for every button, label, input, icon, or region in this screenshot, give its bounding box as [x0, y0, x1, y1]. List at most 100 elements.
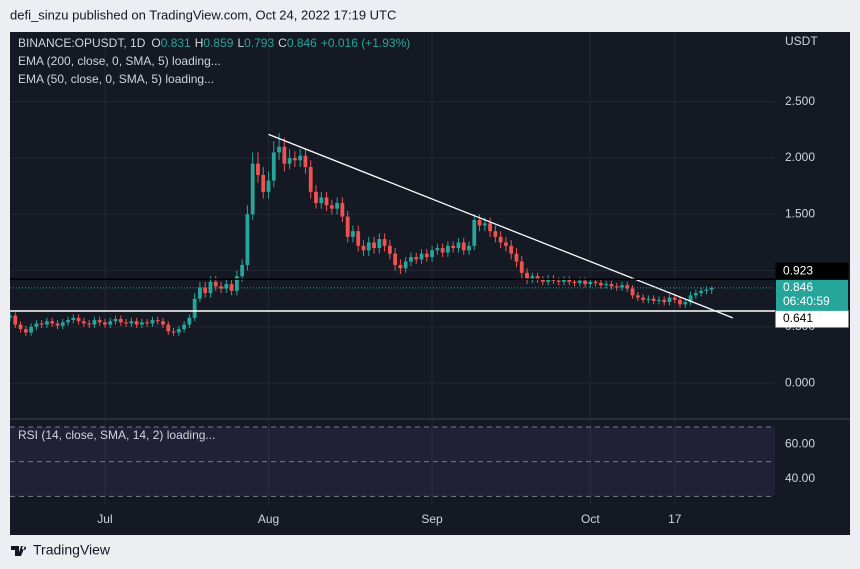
candle-body — [372, 242, 376, 249]
candle-body — [467, 245, 471, 251]
ohlc-value: 0.793 — [244, 36, 274, 50]
candle-body — [87, 323, 92, 325]
candle-body — [139, 322, 144, 325]
candle-body — [398, 264, 403, 269]
candle-body — [366, 242, 371, 251]
candle-body — [651, 298, 656, 301]
candle-body — [45, 321, 49, 325]
candle-body — [198, 287, 202, 299]
candle-body — [13, 315, 18, 325]
candle-body — [176, 329, 181, 333]
candle-body — [329, 205, 334, 209]
candle-body — [81, 321, 86, 324]
candle-body — [213, 281, 218, 287]
ohlc-value: 0.859 — [203, 36, 233, 50]
candle-body — [124, 322, 128, 324]
candle-body — [161, 321, 165, 325]
candle-body — [18, 324, 23, 330]
candle-body — [10, 315, 12, 318]
candle-body — [324, 197, 329, 206]
candle-body — [540, 279, 545, 282]
candle-body — [445, 245, 450, 253]
candle-body — [361, 245, 366, 251]
y-tick-label: 0.000 — [785, 375, 815, 389]
candle-body — [308, 167, 313, 192]
candle-body — [118, 318, 123, 323]
candle-body — [245, 214, 250, 265]
ohlc-key: O — [151, 36, 160, 50]
ohlc-key: L — [237, 36, 244, 50]
candle-body — [229, 284, 234, 291]
candle-body — [76, 317, 81, 322]
candle-body — [282, 146, 287, 164]
symbol-legend: BINANCE:OPUSDT, 1D O0.831 H0.859 L0.793 C0.8… — [18, 36, 410, 50]
candle-body — [535, 276, 540, 280]
candle-body — [504, 242, 508, 246]
candle-body — [234, 276, 239, 291]
candle-body — [256, 163, 260, 175]
candle-body — [34, 323, 39, 327]
candle-body — [377, 239, 382, 249]
candle-body — [488, 223, 493, 232]
y-tick-label: 2.500 — [785, 94, 815, 108]
footer-logo: TradingView — [11, 542, 111, 558]
candle-body — [493, 231, 498, 237]
candle-body — [39, 323, 44, 325]
candle-body — [593, 281, 598, 283]
candle-body — [240, 264, 245, 277]
candle-body — [393, 253, 398, 265]
candle-body — [298, 155, 303, 161]
candle-body — [472, 219, 477, 246]
candle-body — [224, 284, 229, 289]
candle-body — [208, 281, 213, 294]
logo-mark — [11, 546, 27, 556]
candle-body — [261, 174, 266, 192]
candle-body — [509, 245, 514, 254]
candle-body — [657, 299, 661, 301]
candle-body — [440, 248, 445, 253]
candle-body — [683, 302, 688, 305]
rsi-tick-label: 40.00 — [785, 471, 815, 485]
candle-body — [625, 285, 630, 289]
candle-body — [192, 298, 197, 318]
candle-body — [641, 297, 646, 300]
current-price-label: 0.846 — [783, 280, 813, 294]
candle-body — [403, 261, 408, 269]
candle-body — [630, 288, 635, 296]
candle-body — [50, 321, 55, 324]
currency-label: USDT — [785, 34, 818, 48]
candle-body — [430, 250, 434, 258]
candle-body — [134, 321, 139, 325]
ohlc-value: 0.831 — [161, 36, 191, 50]
ohlc-key: C — [278, 36, 287, 50]
candle-body — [482, 223, 487, 226]
brand-name: TradingView — [33, 542, 111, 558]
candle-body — [340, 203, 345, 217]
candle-body — [609, 284, 614, 287]
x-tick-label: Sep — [421, 512, 443, 526]
rsi-legend: RSI (14, close, SMA, 14, 2) loading... — [18, 428, 215, 442]
price-label: 0.641 — [783, 311, 813, 325]
candle-body — [150, 320, 155, 324]
candle-body — [250, 163, 255, 215]
candle-body — [614, 286, 619, 288]
trend-line — [268, 133, 734, 319]
candle-body — [219, 286, 223, 289]
candle-body — [477, 219, 482, 226]
candle-body — [187, 317, 192, 325]
candle-body — [514, 253, 519, 262]
candle-body — [704, 289, 709, 291]
rsi-tick-label: 60.00 — [785, 436, 815, 450]
ohlc-key: H — [195, 36, 204, 50]
candle-body — [498, 236, 503, 243]
candle-body — [693, 293, 698, 296]
countdown-label: 06:40:59 — [783, 294, 830, 308]
candle-body — [351, 231, 355, 237]
price-change: +0.016 (+1.93%) — [321, 36, 410, 50]
candle-body — [314, 191, 318, 204]
candle-body — [66, 320, 70, 323]
candle-body — [203, 287, 208, 294]
candle-body — [662, 299, 667, 303]
candle-body — [562, 279, 566, 282]
